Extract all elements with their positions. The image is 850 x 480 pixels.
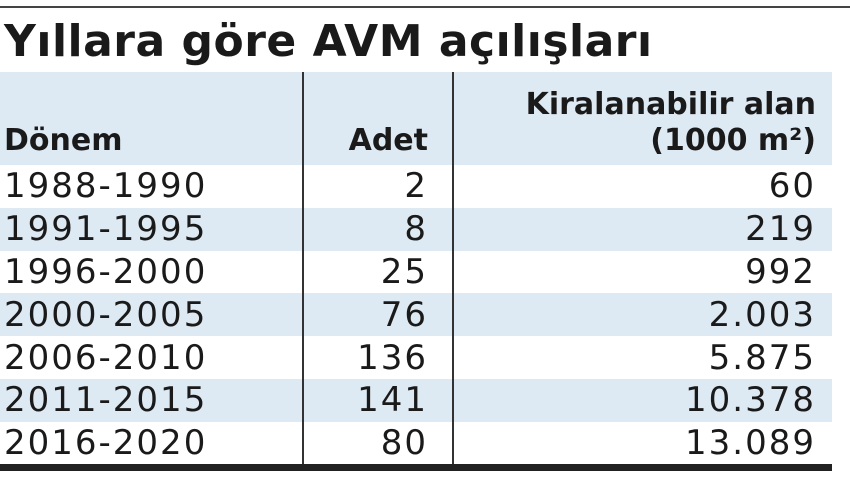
table-cell: 8: [302, 207, 452, 251]
table-cell: 2.003: [452, 293, 832, 337]
table-row: 1996-2000 25 992: [0, 250, 832, 294]
table: Dönem Adet Kiralanabilir alan (1000 m²) …: [0, 72, 832, 465]
table-cell: 25: [302, 250, 452, 294]
table-cell: 2000-2005: [4, 294, 208, 335]
top-rule: [0, 6, 850, 8]
table-cell: 219: [452, 207, 832, 251]
table-cell: 76: [302, 293, 452, 337]
table-row: 2011-2015 141 10.378: [0, 378, 832, 422]
table-row: 2000-2005 76 2.003: [0, 293, 832, 337]
header-cell: Kiralanabilir alan (1000 m²): [452, 72, 832, 165]
bottom-rule: [0, 464, 832, 471]
table-cell: 13.089: [452, 421, 832, 465]
table-cell: 2016-2020: [4, 423, 208, 464]
table-cell: 1988-1990: [4, 166, 208, 207]
table-cell: 80: [302, 421, 452, 465]
table-cell: 10.378: [452, 378, 832, 422]
header-text: Kiralanabilir alan (1000 m²): [525, 87, 816, 158]
table-cell: 1996-2000: [4, 251, 208, 292]
table-cell: 2: [302, 165, 452, 208]
header-cell: Dönem: [4, 123, 123, 158]
title: Yıllara göre AVM açılışları: [4, 16, 653, 67]
table-cell: 2006-2010: [4, 337, 208, 378]
table-row: 2016-2020 80 13.089: [0, 421, 832, 465]
table-header: Dönem Adet Kiralanabilir alan (1000 m²): [0, 72, 832, 165]
header-cell: Adet: [302, 72, 452, 165]
table-cell: 141: [302, 378, 452, 422]
table-row: 2006-2010 136 5.875: [0, 336, 832, 379]
table-cell: 992: [452, 250, 832, 294]
table-row: 1988-1990 2 60: [0, 165, 832, 208]
table-cell: 60: [452, 165, 832, 208]
table-cell: 1991-1995: [4, 209, 208, 250]
table-row: 1991-1995 8 219: [0, 207, 832, 251]
table-cell: 5.875: [452, 336, 832, 379]
table-cell: 2011-2015: [4, 380, 208, 421]
table-cell: 136: [302, 336, 452, 379]
